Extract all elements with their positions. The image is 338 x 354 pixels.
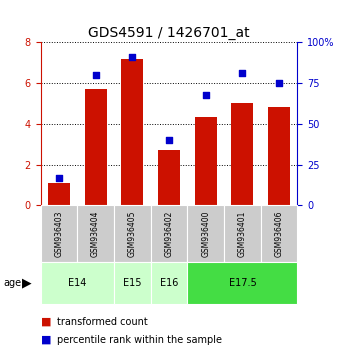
Bar <box>41 262 114 304</box>
Point <box>240 70 245 76</box>
Bar <box>114 262 151 304</box>
Bar <box>84 89 106 205</box>
Point <box>276 80 282 86</box>
Bar <box>48 183 70 205</box>
Point <box>129 54 135 60</box>
Text: GSM936402: GSM936402 <box>165 210 173 257</box>
Bar <box>224 205 261 262</box>
Bar <box>187 262 297 304</box>
Text: E17.5: E17.5 <box>228 278 256 288</box>
Text: GSM936404: GSM936404 <box>91 210 100 257</box>
Text: GSM936405: GSM936405 <box>128 210 137 257</box>
Text: ■: ■ <box>41 317 51 327</box>
Text: E14: E14 <box>68 278 87 288</box>
Text: transformed count: transformed count <box>57 317 148 327</box>
Bar <box>187 205 224 262</box>
Bar <box>151 262 187 304</box>
Text: ■: ■ <box>41 335 51 345</box>
Text: GSM936406: GSM936406 <box>274 210 284 257</box>
Point <box>203 92 209 97</box>
Bar <box>114 205 151 262</box>
Text: E15: E15 <box>123 278 142 288</box>
Point <box>56 175 62 181</box>
Text: age: age <box>3 278 22 288</box>
Point <box>93 72 98 78</box>
Bar <box>195 117 217 205</box>
Text: percentile rank within the sample: percentile rank within the sample <box>57 335 222 345</box>
Bar <box>151 205 187 262</box>
Bar <box>77 205 114 262</box>
Bar <box>232 103 254 205</box>
Bar <box>41 205 77 262</box>
Text: E16: E16 <box>160 278 178 288</box>
Title: GDS4591 / 1426701_at: GDS4591 / 1426701_at <box>88 26 250 40</box>
Bar <box>261 205 297 262</box>
Point <box>166 137 172 143</box>
Bar <box>268 107 290 205</box>
Bar <box>158 150 180 205</box>
Bar <box>121 59 143 205</box>
Text: GSM936400: GSM936400 <box>201 210 210 257</box>
Text: GSM936401: GSM936401 <box>238 210 247 257</box>
Text: GSM936403: GSM936403 <box>54 210 64 257</box>
Text: ▶: ▶ <box>22 277 31 290</box>
